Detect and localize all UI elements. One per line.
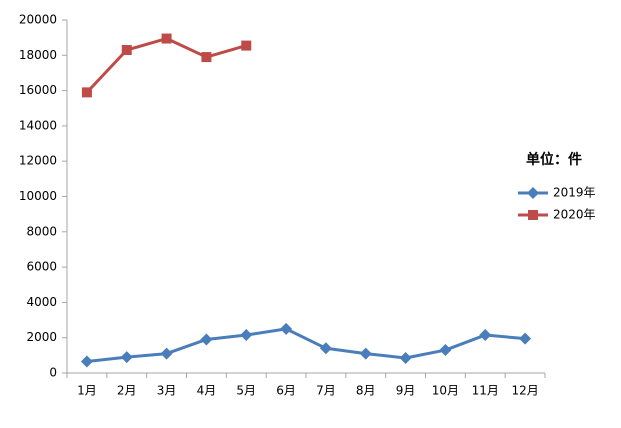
data-point xyxy=(319,342,332,355)
x-tick-label: 4月 xyxy=(197,384,217,398)
data-point xyxy=(359,347,372,360)
data-point xyxy=(399,351,412,364)
legend-label: 2019年 xyxy=(553,186,596,200)
x-tick-label: 12月 xyxy=(511,384,538,398)
data-point xyxy=(160,347,173,360)
y-tick-label: 8000 xyxy=(26,224,57,238)
data-point xyxy=(240,329,253,342)
data-point xyxy=(81,87,92,98)
series-line xyxy=(86,327,526,364)
x-tick-label: 8月 xyxy=(356,384,376,398)
data-point xyxy=(80,355,93,368)
x-tick-label: 7月 xyxy=(316,384,336,398)
data-point xyxy=(519,332,532,345)
data-point xyxy=(120,351,133,364)
data-point xyxy=(241,40,252,51)
x-tick-label: 9月 xyxy=(396,384,416,398)
data-point xyxy=(280,322,293,335)
x-tick-label: 11月 xyxy=(472,384,499,398)
x-tick-label: 1月 xyxy=(77,384,97,398)
y-tick-label: 14000 xyxy=(19,118,57,132)
x-tick-label: 3月 xyxy=(157,384,177,398)
y-tick-label: 12000 xyxy=(19,154,57,168)
series-line xyxy=(85,37,247,94)
data-point xyxy=(201,52,212,63)
y-tick-label: 2000 xyxy=(26,330,57,344)
x-tick-label: 5月 xyxy=(236,384,256,398)
data-point xyxy=(200,333,213,346)
data-point xyxy=(161,33,172,44)
y-tick-label: 6000 xyxy=(26,260,57,274)
data-point xyxy=(479,329,492,342)
x-tick-label: 10月 xyxy=(432,384,459,398)
y-tick-label: 20000 xyxy=(19,13,57,27)
legend-marker xyxy=(527,187,539,199)
unit-annotation: 单位：件 xyxy=(526,151,582,168)
x-tick-label: 6月 xyxy=(276,384,296,398)
data-point xyxy=(439,344,452,357)
data-point xyxy=(121,45,132,56)
y-tick-label: 4000 xyxy=(26,295,57,309)
y-tick-label: 16000 xyxy=(19,83,57,97)
legend-label: 2020年 xyxy=(553,208,596,222)
y-tick-label: 18000 xyxy=(19,48,57,62)
y-tick-label: 0 xyxy=(49,366,57,380)
legend-marker xyxy=(528,210,538,220)
x-tick-label: 2月 xyxy=(117,384,137,398)
y-tick-label: 10000 xyxy=(19,189,57,203)
